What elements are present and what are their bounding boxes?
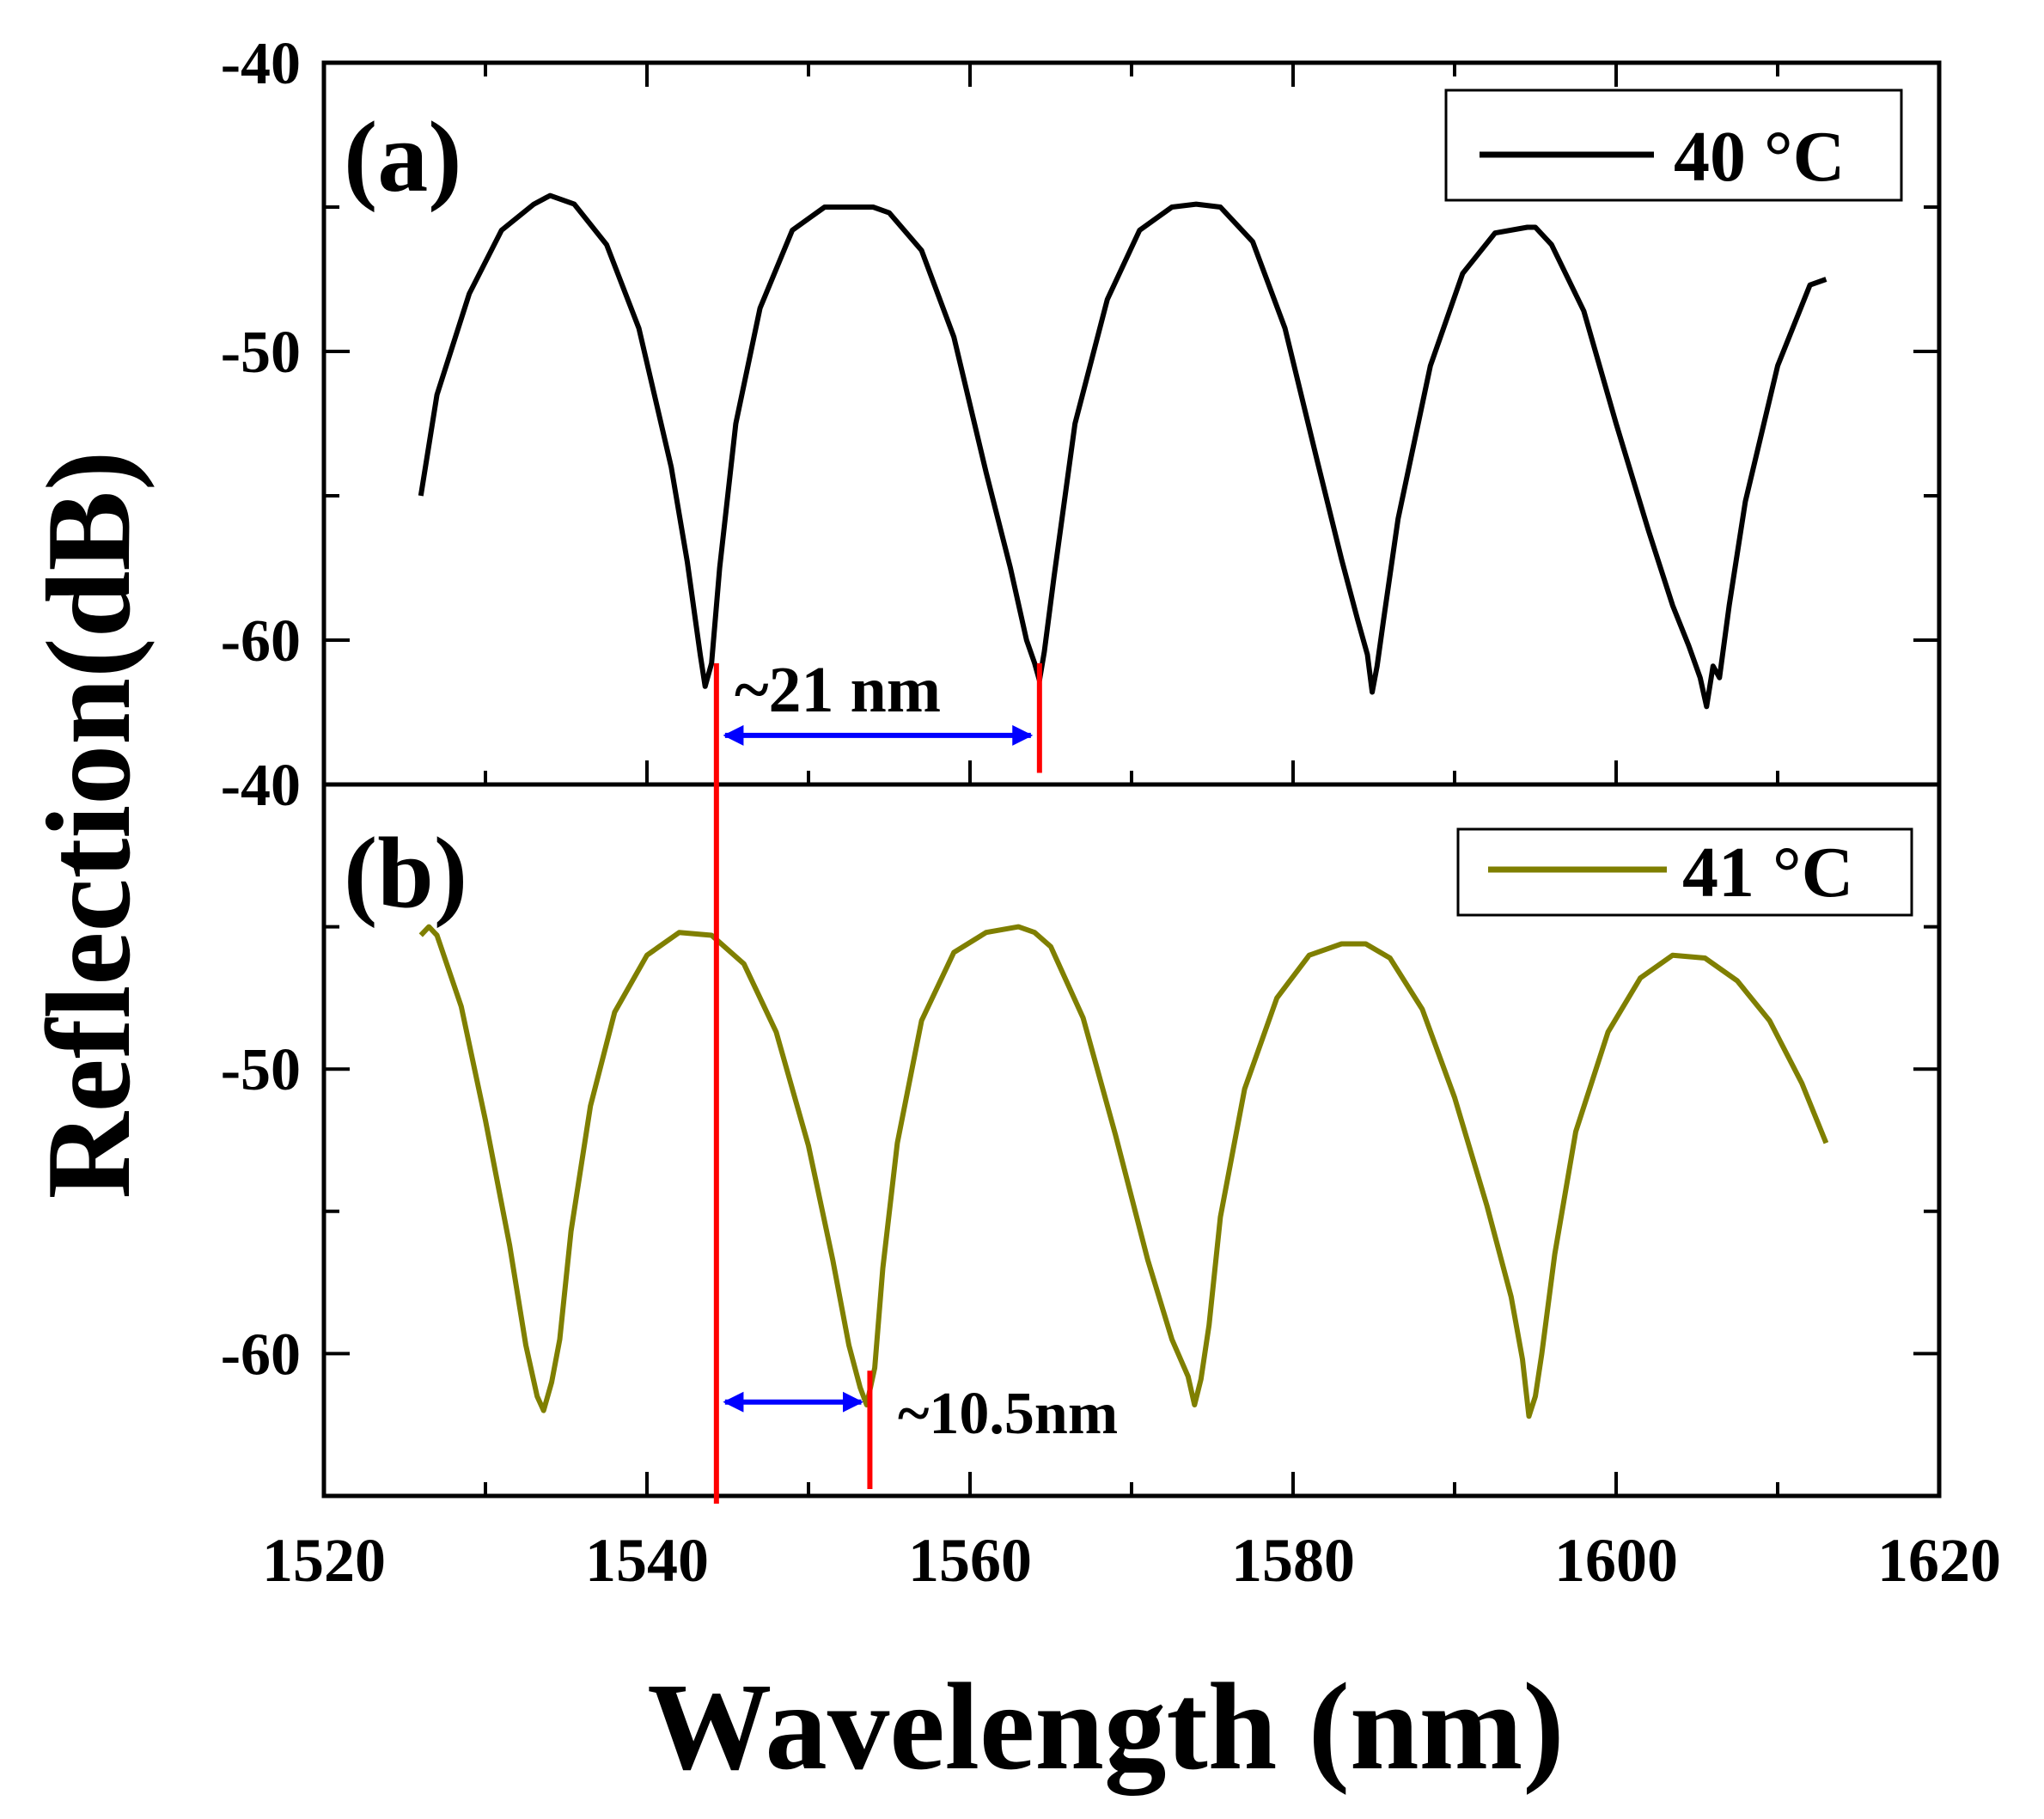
x-tick-label: 1540 xyxy=(585,1526,709,1595)
x-tick-label: 1560 xyxy=(908,1526,1032,1595)
y-tick-label: -40 xyxy=(221,753,301,819)
panel-a-label: (a) xyxy=(344,101,462,213)
series-40c-line xyxy=(418,192,1827,710)
panel-b: -40 -50 -60 (b) 41 °C ~10.5nm xyxy=(221,753,1942,1499)
y-tick-label: -50 xyxy=(221,320,301,386)
x-axis-label: Wavelength (nm) xyxy=(647,1658,1564,1796)
annotation-21nm: ~21 nm xyxy=(735,654,941,726)
panel-b-legend-label: 41 °C xyxy=(1682,833,1853,913)
panel-b-x-ticks xyxy=(322,1472,1941,1496)
panel-b-label: (b) xyxy=(344,816,467,929)
panel-a-legend-box xyxy=(1444,89,1903,202)
y-tick-label: -50 xyxy=(221,1037,301,1103)
panel-a: -40 -50 -60 (a) 40 °C ~21 nm xyxy=(221,31,1942,787)
x-tick-label: 1520 xyxy=(262,1526,386,1595)
x-tick-label: 1580 xyxy=(1231,1526,1355,1595)
series-41c-line xyxy=(418,924,1829,1419)
x-tick-label: 1620 xyxy=(1877,1526,2001,1595)
y-tick-label: -60 xyxy=(221,608,301,674)
y-tick-label: -60 xyxy=(221,1322,301,1388)
panel-a-x-ticks xyxy=(322,63,1941,784)
annotation-10-5nm: ~10.5nm xyxy=(898,1381,1118,1447)
y-tick-label: -40 xyxy=(221,31,301,97)
panel-b-y-ticks: -40 -50 -60 xyxy=(221,753,1939,1498)
x-tick-label: 1600 xyxy=(1554,1526,1678,1595)
y-axis-label: Reflection(dB) xyxy=(22,451,156,1199)
panel-a-legend-label: 40 °C xyxy=(1674,117,1845,197)
x-tick-labels: 1520 1540 1560 1580 1600 1620 xyxy=(262,1526,2001,1595)
